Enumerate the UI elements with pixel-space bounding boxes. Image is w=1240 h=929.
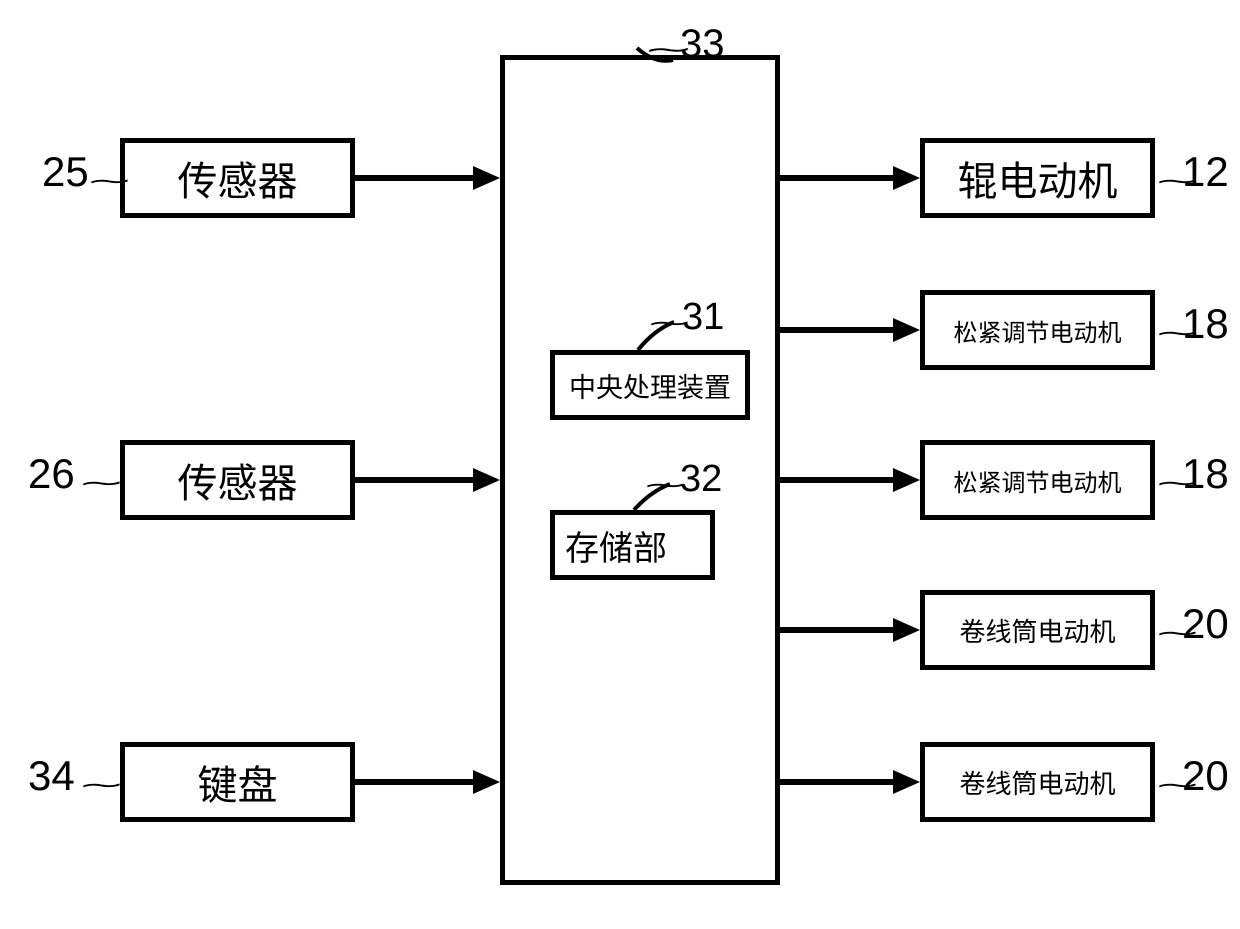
controller-leader <box>635 46 675 66</box>
winding-motor-2-tilde: ∼ <box>1153 772 1201 799</box>
storage-text: 存储部 <box>565 521 667 570</box>
sensor-25-tilde: ∼ <box>85 168 133 195</box>
tension-motor-2-arrow <box>780 465 925 495</box>
keyboard-arrow <box>355 767 505 797</box>
winding-motor-1-arrow <box>780 615 925 645</box>
keyboard-num: 34 <box>28 752 75 800</box>
sensor-25-num: 25 <box>42 148 89 196</box>
roller-motor-text: 辊电动机 <box>958 149 1118 207</box>
tension-motor-2-tilde: ∼ <box>1153 470 1201 497</box>
tension-motor-2-box: 松紧调节电动机 <box>920 440 1155 520</box>
winding-motor-2-text: 卷线筒电动机 <box>959 764 1115 801</box>
tension-motor-2-text: 松紧调节电动机 <box>954 463 1122 498</box>
storage-leader <box>632 482 672 514</box>
sensor-25-arrow <box>355 163 505 193</box>
roller-motor-arrow <box>780 163 925 193</box>
sensor-26-tilde: ∼ <box>77 470 125 497</box>
sensor-26-text: 传感器 <box>178 451 298 509</box>
controller-box <box>500 55 780 885</box>
winding-motor-1-text: 卷线筒电动机 <box>959 612 1115 649</box>
roller-motor-tilde: ∼ <box>1153 168 1201 195</box>
sensor-26-arrow <box>355 465 505 495</box>
cpu-text: 中央处理装置 <box>569 366 731 405</box>
winding-motor-1-box: 卷线筒电动机 <box>920 590 1155 670</box>
sensor-26-box: 传感器 <box>120 440 355 520</box>
cpu-box: 中央处理装置 <box>550 350 750 420</box>
sensor-25-text: 传感器 <box>178 149 298 207</box>
sensor-26-num: 26 <box>28 450 75 498</box>
winding-motor-1-tilde: ∼ <box>1153 620 1201 647</box>
tension-motor-1-text: 松紧调节电动机 <box>954 313 1122 348</box>
cpu-leader <box>636 320 676 355</box>
keyboard-box: 键盘 <box>120 742 355 822</box>
tension-motor-1-box: 松紧调节电动机 <box>920 290 1155 370</box>
tension-motor-1-arrow <box>780 315 925 345</box>
keyboard-tilde: ∼ <box>77 772 125 799</box>
winding-motor-2-arrow <box>780 767 925 797</box>
roller-motor-box: 辊电动机 <box>920 138 1155 218</box>
storage-box: 存储部 <box>550 510 715 580</box>
tension-motor-1-tilde: ∼ <box>1153 320 1201 347</box>
keyboard-text: 键盘 <box>198 753 278 811</box>
winding-motor-2-box: 卷线筒电动机 <box>920 742 1155 822</box>
sensor-25-box: 传感器 <box>120 138 355 218</box>
